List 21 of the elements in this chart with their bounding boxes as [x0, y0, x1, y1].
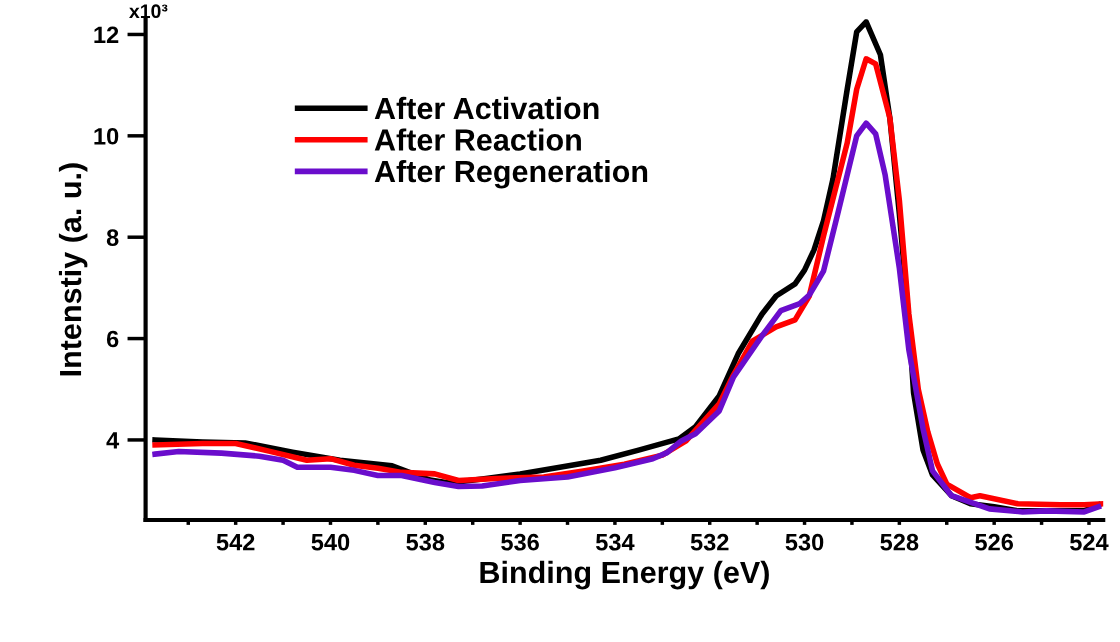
y-tick-label: 8: [106, 229, 119, 246]
legend-label: After Activation: [374, 96, 599, 120]
y-axis-title: Intenstiy (a. u.): [58, 163, 88, 376]
y-tick-label: 4: [106, 432, 120, 449]
x-tick-label: 524: [1070, 533, 1109, 551]
x-tick-label: 526: [975, 533, 1014, 551]
x-tick-label: 530: [785, 533, 824, 551]
text: x10³: [129, 4, 168, 19]
x-tick-label: 538: [406, 533, 445, 551]
x-tick-label: 534: [595, 533, 635, 551]
x-tick-label: 540: [311, 533, 350, 551]
x-tick-label: 536: [501, 533, 539, 551]
x-tick-label: 532: [690, 533, 729, 551]
legend-label: After Reaction: [374, 128, 581, 151]
y-tick-label: 6: [106, 330, 119, 348]
y-tick-label: 12: [94, 26, 119, 44]
y-tick-label: 10: [94, 127, 119, 145]
legend-label: After Regeneration: [374, 159, 648, 189]
x-tick-label: 542: [216, 533, 255, 551]
x-axis-title: Binding Energy (eV): [480, 560, 769, 590]
x-tick-label: 528: [880, 533, 919, 551]
